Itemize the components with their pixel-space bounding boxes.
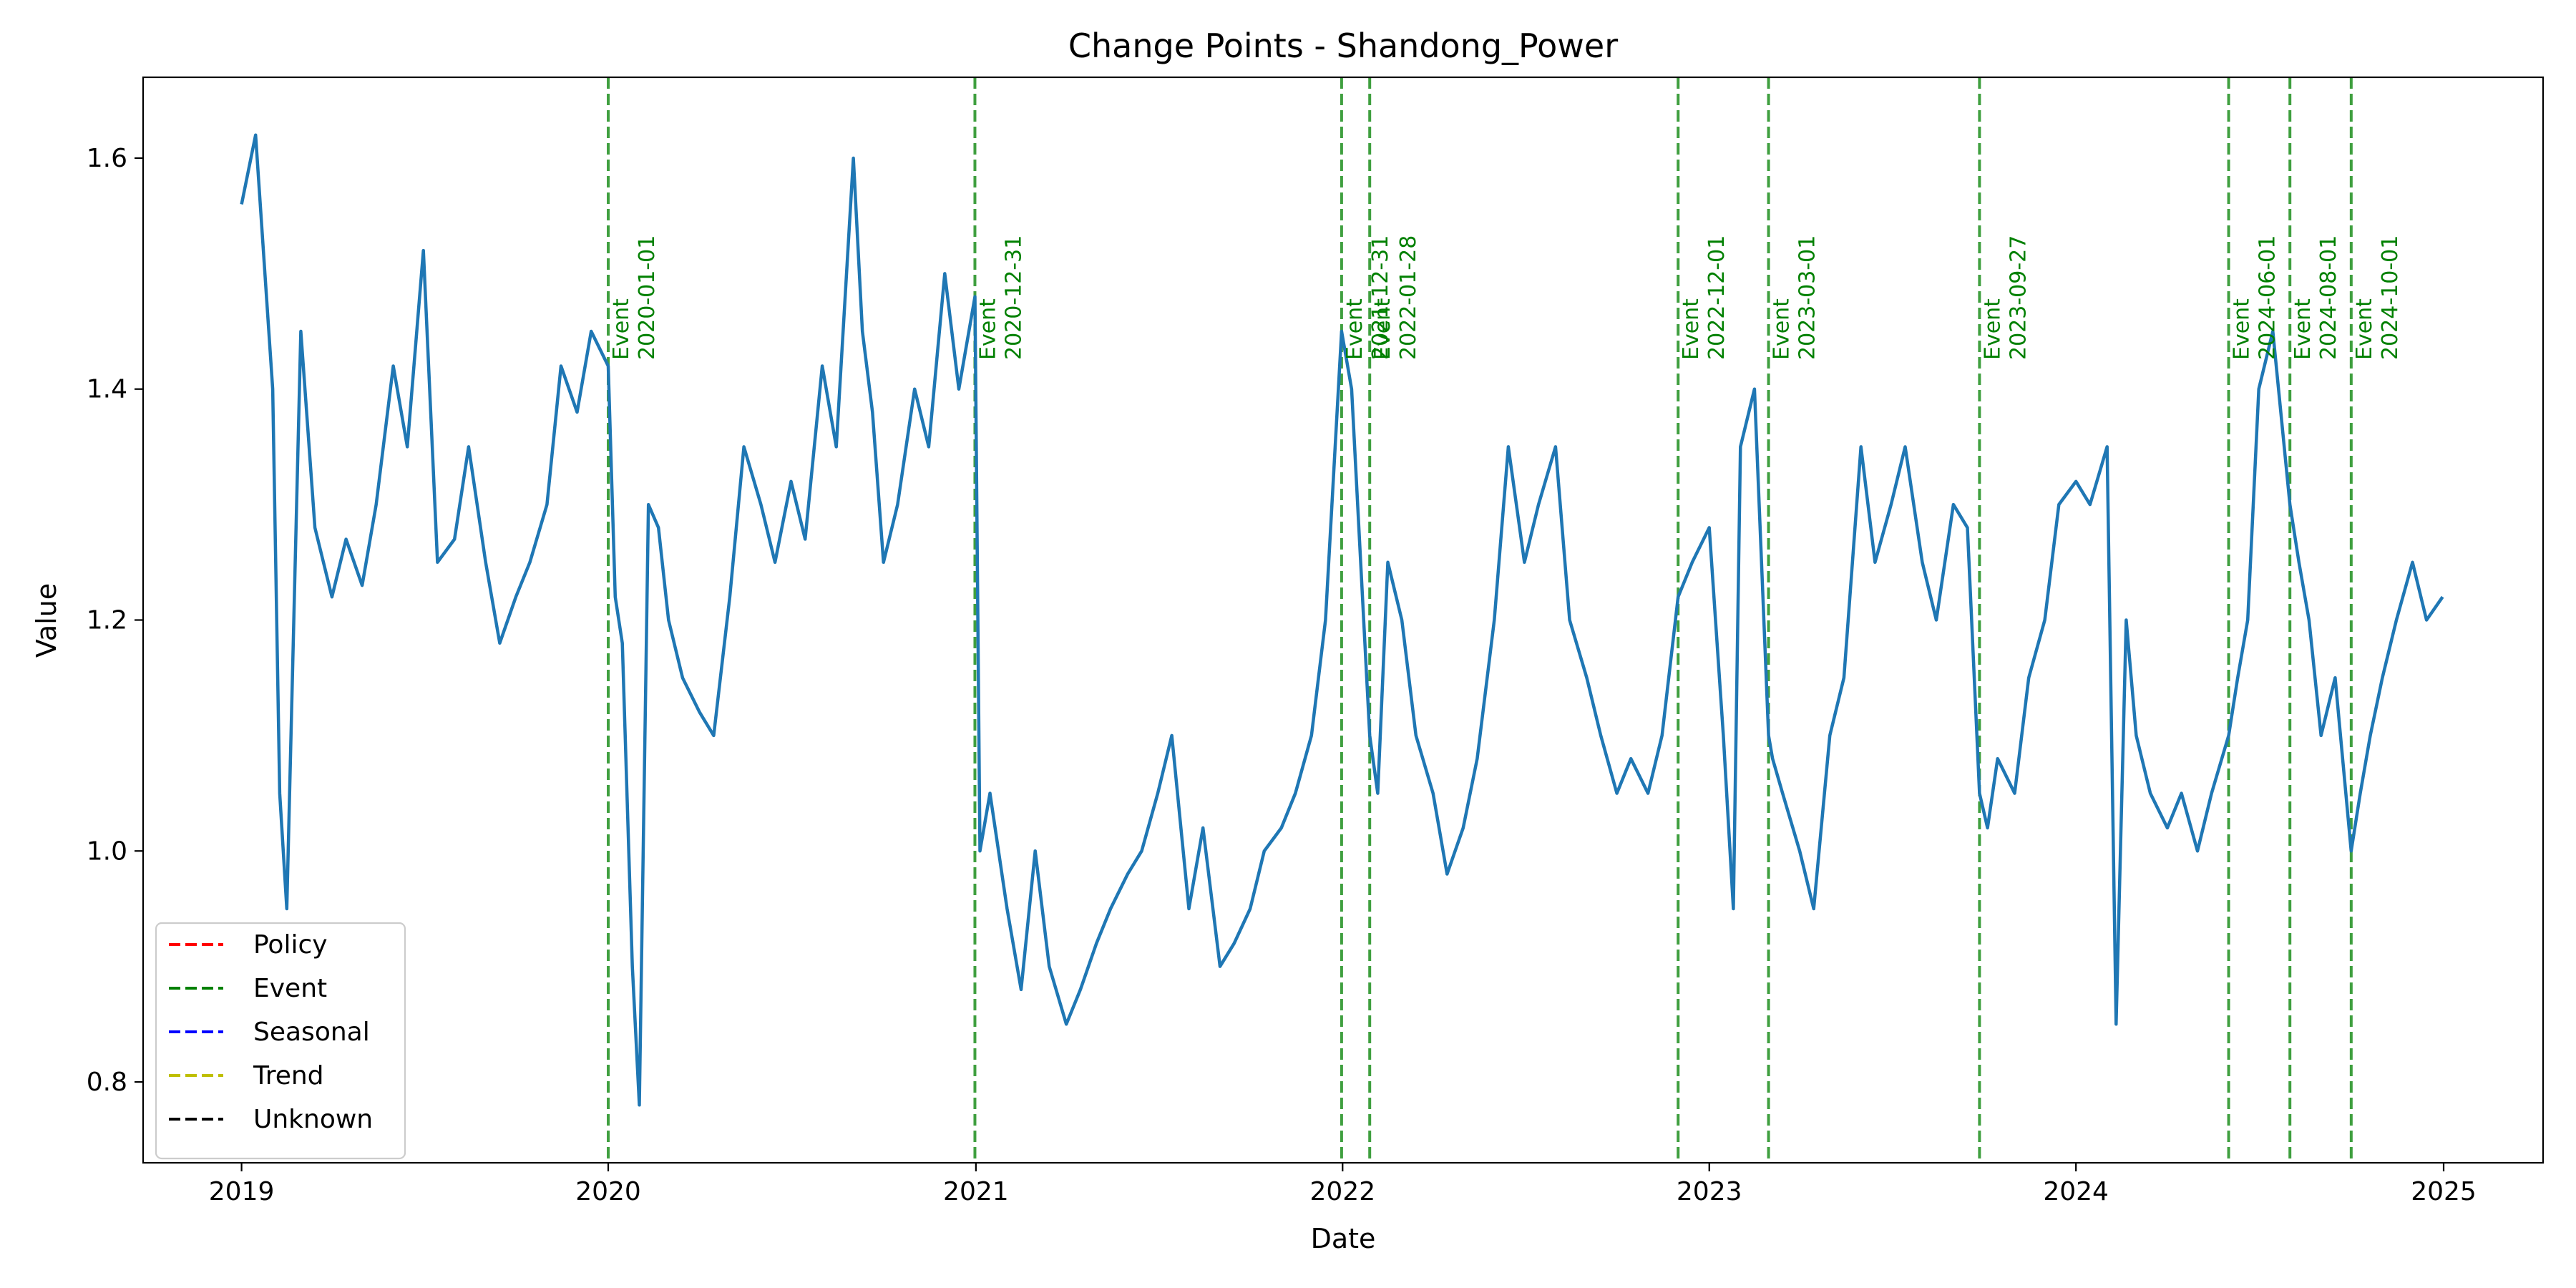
legend-label: Event <box>253 974 327 1003</box>
y-axis-label: Value <box>31 583 62 658</box>
x-axis-label: Date <box>1311 1223 1376 1254</box>
change-point-label: Event2022-12-01 <box>1679 235 1729 360</box>
x-tick-label: 2025 <box>2411 1177 2477 1206</box>
y-tick-label: 0.8 <box>87 1068 127 1097</box>
legend-label: Unknown <box>253 1105 373 1134</box>
x-tick-label: 2023 <box>1677 1177 1742 1206</box>
plot-content <box>240 77 2444 1163</box>
x-tick-label: 2024 <box>2043 1177 2109 1206</box>
change-point-label: Event2020-12-31 <box>975 235 1026 360</box>
y-tick-label: 1.0 <box>87 836 127 866</box>
x-tick-label: 2020 <box>575 1177 641 1206</box>
plot-area: Event2020-01-01 Event2020-12-31 Event2021-… <box>87 76 2545 1206</box>
change-point-label: Event2023-09-27 <box>1980 235 2031 360</box>
legend-label: Trend <box>253 1061 324 1091</box>
legend-label: Policy <box>253 930 328 960</box>
change-point-label: Event2024-10-01 <box>2352 235 2403 360</box>
y-tick-label: 1.6 <box>87 144 127 173</box>
x-tick-label: 2019 <box>209 1177 275 1206</box>
y-tick-label: 1.2 <box>87 606 127 635</box>
change-point-label: Event2023-03-01 <box>1770 235 1820 360</box>
legend-box <box>155 922 406 1160</box>
change-point-label: Event2024-08-01 <box>2290 235 2341 360</box>
legend: Policy Event Seasonal Trend Unknown <box>155 922 406 1160</box>
change-point-label: Event2024-06-01 <box>2230 235 2280 360</box>
series-line <box>240 133 2444 1107</box>
legend-label: Seasonal <box>253 1018 370 1047</box>
x-tick-label: 2022 <box>1309 1177 1375 1206</box>
y-tick-label: 1.4 <box>87 375 127 404</box>
change-point-label: Event2021-12-31 <box>1342 235 1393 360</box>
change-point-label: Event2020-01-01 <box>609 235 660 360</box>
x-tick-label: 2021 <box>943 1177 1009 1206</box>
change-point-label: Event2022-01-28 <box>1370 235 1421 360</box>
chart-title: Change Points - Shandong_Power <box>1068 26 1618 65</box>
